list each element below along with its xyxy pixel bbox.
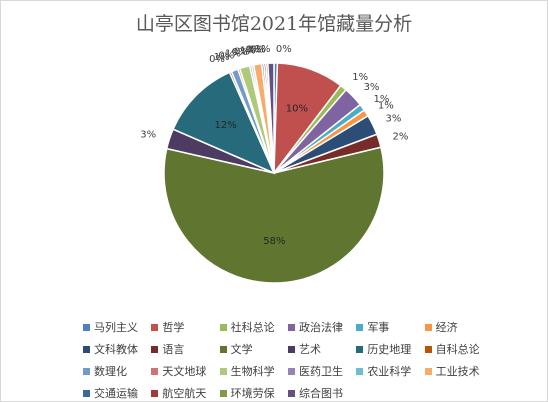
legend-item: 马列主义 [83, 319, 141, 335]
legend-label: 数理化 [94, 365, 127, 378]
legend-item: 综合图书 [287, 385, 346, 401]
legend-swatch [219, 367, 227, 375]
pie-data-label: 1% [255, 44, 271, 55]
legend-item: 航空航天 [151, 385, 209, 401]
legend-item: 文科教体 [83, 341, 141, 357]
legend-item: 经济 [424, 319, 483, 335]
legend-swatch [287, 389, 295, 397]
legend-item: 数理化 [83, 363, 141, 379]
legend-label: 经济 [435, 321, 458, 334]
legend-label: 交通运输 [94, 387, 138, 400]
legend-swatch [356, 345, 364, 353]
legend-label: 语言 [162, 343, 185, 356]
legend-swatch [151, 367, 159, 375]
legend-swatch [287, 345, 295, 353]
pie-data-label: 0% [209, 54, 225, 65]
pie-data-label: 1% [378, 100, 394, 111]
pie-slice [267, 62, 275, 174]
legend-item: 政治法律 [287, 319, 346, 335]
legend-label: 文科教体 [94, 343, 138, 356]
legend-swatch [287, 367, 295, 375]
legend-swatch [424, 345, 432, 353]
legend-swatch [83, 323, 90, 331]
legend-item: 交通运输 [83, 385, 141, 401]
legend-label: 马列主义 [94, 321, 138, 334]
legend-label: 历史地理 [367, 343, 412, 356]
pie-data-label: 1% [225, 48, 241, 59]
legend-item: 历史地理 [356, 341, 414, 357]
legend-swatch [424, 367, 432, 375]
legend-swatch [83, 367, 90, 375]
legend-swatch [424, 323, 432, 331]
legend-swatch [151, 389, 159, 397]
pie-data-label: 10% [286, 104, 308, 115]
legend-label: 综合图书 [298, 387, 343, 400]
legend-item: 农业科学 [356, 363, 414, 379]
pie-data-label: 3% [140, 129, 156, 140]
legend-swatch [219, 323, 227, 331]
pie-data-label: 0% [248, 44, 264, 55]
legend-item: 医药卫生 [287, 363, 346, 379]
legend-label: 医药卫生 [298, 365, 343, 378]
chart-legend: 马列主义 哲学 社科总论 政治法律 军事 经济文科教体 语言 文学 艺术 历史地理 自科总论数理化 天… [83, 319, 483, 401]
legend-item: 天文地球 [151, 363, 209, 379]
pie-data-label: 1% [214, 52, 230, 63]
legend-item: 自科总论 [424, 341, 483, 357]
pie-data-label: 58% [263, 236, 285, 247]
legend-swatch [356, 323, 364, 331]
legend-label: 天文地球 [162, 365, 207, 378]
legend-label: 艺术 [298, 343, 321, 356]
legend-label: 军事 [367, 321, 390, 334]
legend-item: 社科总论 [219, 319, 278, 335]
pie-data-label: 2% [393, 132, 409, 143]
legend-swatch [151, 345, 159, 353]
legend-label: 文学 [230, 343, 253, 356]
legend-label: 社科总论 [230, 321, 275, 334]
legend-label: 政治法律 [298, 321, 343, 334]
pie-data-label: 12% [215, 120, 237, 131]
legend-item: 语言 [151, 341, 209, 357]
legend-label: 航空航天 [162, 387, 207, 400]
legend-swatch [356, 367, 364, 375]
legend-label: 农业科学 [367, 365, 412, 378]
pie-data-label: 1% [352, 72, 368, 83]
pie-data-label: 0% [245, 45, 261, 56]
legend-item: 生物科学 [219, 363, 278, 379]
chart-title: 山亭区图书馆2021年馆藏量分析 [135, 13, 413, 35]
pie-data-label: 3% [385, 114, 401, 125]
legend-item: 哲学 [151, 319, 209, 335]
pie-data-label: 3% [364, 82, 380, 93]
pie-data-label: 1% [373, 94, 389, 105]
legend-item: 工业技术 [424, 363, 483, 379]
legend-item: 军事 [356, 319, 414, 335]
pie-data-label: 0% [218, 51, 234, 62]
legend-label: 生物科学 [230, 365, 275, 378]
legend-swatch [151, 323, 159, 331]
pie-slice [172, 71, 276, 175]
legend-swatch [83, 389, 90, 397]
pie-slice [163, 146, 385, 284]
legend-label: 工业技术 [435, 365, 480, 378]
legend-swatch [287, 323, 295, 331]
pie-data-label: 0% [250, 44, 266, 55]
legend-swatch [219, 345, 227, 353]
pie-data-label: 0% [276, 44, 292, 55]
legend-label: 自科总论 [435, 343, 480, 356]
legend-item: 环境劳保 [219, 385, 278, 401]
legend-label: 环境劳保 [230, 387, 275, 400]
legend-label: 哲学 [162, 321, 185, 334]
legend-item: 艺术 [287, 341, 346, 357]
legend-swatch [219, 389, 227, 397]
pie-data-label: 0% [234, 46, 250, 57]
legend-swatch [83, 345, 90, 353]
pie-data-label: 1% [240, 45, 256, 56]
pie-data-label: 0% [232, 47, 248, 58]
legend-item: 文学 [219, 341, 278, 357]
